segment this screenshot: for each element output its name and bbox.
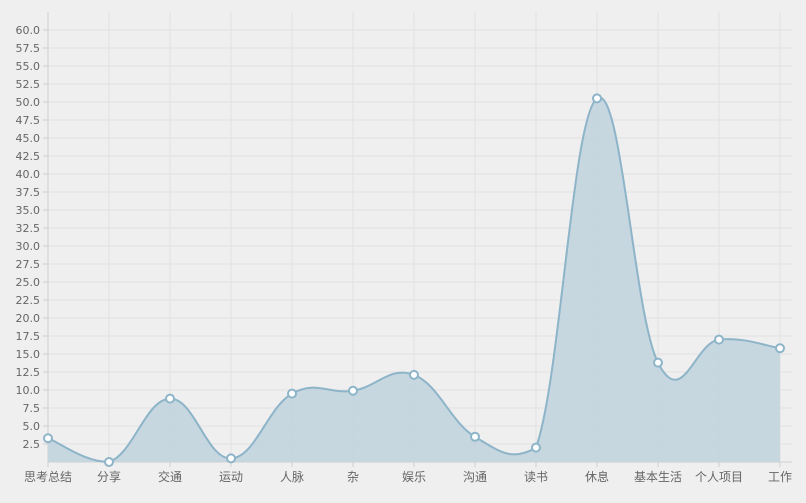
y-tick-label: 12.5 [16, 366, 41, 379]
y-tick-label: 40.0 [16, 168, 41, 181]
x-tick-label: 运动 [219, 470, 243, 484]
y-tick-label: 2.5 [23, 438, 41, 451]
x-tick-label: 人脉 [280, 469, 304, 484]
y-tick-label: 25.0 [16, 276, 41, 289]
x-tick-label: 娱乐 [402, 470, 426, 484]
data-point [409, 369, 419, 380]
x-tick-label: 读书 [524, 470, 548, 484]
x-tick-label: 休息 [585, 469, 609, 484]
data-point [470, 431, 480, 442]
x-tick-label: 思考总结 [24, 470, 72, 484]
y-tick-label: 10.0 [16, 384, 41, 397]
y-tick-label: 27.5 [16, 258, 41, 271]
y-tick-label: 57.5 [16, 42, 41, 55]
data-point [287, 388, 297, 399]
x-tick-labels: 思考总结 分享 交通 运动 人脉 杂 娱乐 沟通 读书 休息 基本生活 个人项目 工作 [24, 469, 792, 484]
y-tick-label: 47.5 [16, 114, 41, 127]
x-tick-label: 基本生活 [634, 470, 682, 484]
data-point [592, 93, 602, 104]
y-tick-label: 42.5 [16, 150, 41, 163]
series-line [47, 96, 781, 464]
x-tick-label: 分享 [97, 469, 121, 484]
y-tick-label: 17.5 [16, 330, 41, 343]
data-point [714, 334, 724, 345]
grid-layer [43, 12, 792, 467]
data-point [165, 393, 175, 404]
y-tick-label: 55.0 [16, 60, 41, 73]
data-point [348, 385, 358, 396]
data-point [531, 442, 541, 453]
data-point [653, 357, 663, 368]
x-tick-label: 工作 [768, 470, 792, 484]
data-point [226, 453, 236, 464]
y-tick-label: 45.0 [16, 132, 41, 145]
data-point [775, 343, 785, 354]
series-area-layer [47, 96, 781, 464]
y-tick-label: 52.5 [16, 78, 41, 91]
series-area-fill [48, 97, 780, 462]
x-tick-label: 个人项目 [695, 470, 743, 484]
y-tick-label: 32.5 [16, 222, 41, 235]
y-tick-labels: 2.5 5.0 7.5 10.0 12.5 15.0 17.5 20.0 22.5 25.0 27.… [16, 24, 41, 451]
y-tick-label: 20.0 [16, 312, 41, 325]
y-tick-label: 60.0 [16, 24, 41, 37]
y-tick-label: 15.0 [16, 348, 41, 361]
y-tick-label: 35.0 [16, 204, 41, 217]
data-points [43, 93, 785, 467]
x-tick-label: 沟通 [463, 470, 487, 484]
y-tick-label: 5.0 [23, 420, 41, 433]
data-point [43, 433, 53, 444]
x-tick-label: 杂 [347, 470, 359, 484]
y-tick-label: 22.5 [16, 294, 41, 307]
data-point [104, 457, 114, 467]
x-tick-label: 交通 [158, 469, 182, 484]
y-tick-label: 30.0 [16, 240, 41, 253]
y-tick-label: 37.5 [16, 186, 41, 199]
y-tick-label: 7.5 [23, 402, 41, 415]
y-tick-label: 50.0 [16, 96, 41, 109]
